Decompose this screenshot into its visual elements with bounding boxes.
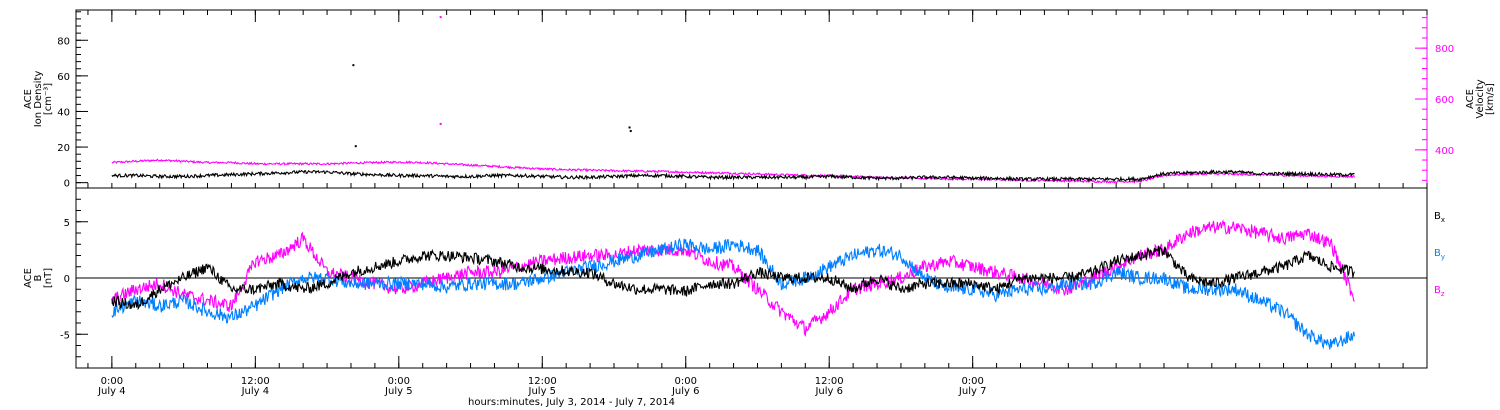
x-tick-time: 12:00 [241, 376, 270, 387]
x-tick-date: July 6 [671, 386, 700, 397]
y-axis-label-line: B [33, 274, 44, 281]
x-tick-date: July 5 [384, 386, 413, 397]
y-tick-label: 40 [57, 107, 70, 118]
top-right-y-axis: 400 600 800 [1415, 17, 1454, 181]
y-tick-label: 0 [64, 274, 70, 285]
y-tick-label: 80 [57, 36, 70, 47]
bz-series-line [111, 218, 1355, 338]
density-series-line [111, 168, 1355, 183]
sparse-point [629, 130, 632, 133]
y-tick-label: 5 [64, 218, 70, 229]
x-tick-time: 0:00 [961, 376, 983, 387]
density-series [111, 168, 1355, 183]
sparse-point [628, 126, 631, 129]
y-tick-label: 800 [1435, 44, 1454, 55]
by-series-line [111, 237, 1356, 350]
top-left-y-label: ACE Ion Density [cm⁻³] [23, 71, 54, 128]
y-axis-label-line: ACE [1465, 89, 1476, 109]
sparse-point [439, 16, 442, 19]
legend-label: Bz [1434, 285, 1445, 298]
legend-bx: Bx [1434, 211, 1445, 224]
y-axis-label-line: ACE [23, 268, 34, 288]
x-tick-time: 0:00 [675, 376, 697, 387]
y-tick-label: 600 [1435, 95, 1454, 106]
velocity-series-line [111, 158, 1356, 184]
x-tick-date: July 6 [814, 386, 843, 397]
bz-series [111, 218, 1355, 338]
y-tick-label: 60 [57, 72, 70, 83]
y-axis-label-line: Velocity [1475, 79, 1486, 118]
x-axis-label: hours:minutes, July 3, 2014 - July 7, 20… [468, 397, 675, 408]
legend-by: By [1434, 248, 1445, 261]
x-tick-date: July 4 [241, 386, 270, 397]
x-tick-time: 0:00 [388, 376, 410, 387]
x-tick-time: 12:00 [528, 376, 557, 387]
y-axis-label-line: [nT] [43, 268, 54, 288]
legend-bz: Bz [1434, 285, 1445, 298]
x-tick-time: 12:00 [815, 376, 844, 387]
y-tick-label: 400 [1435, 146, 1454, 157]
x-tick-date: July 7 [958, 386, 987, 397]
x-tick-time: 0:00 [101, 376, 123, 387]
legend-label: Bx [1434, 211, 1445, 224]
sparse-point [352, 64, 355, 67]
by-series [111, 237, 1356, 350]
y-axis-label-line: [cm⁻³] [43, 83, 54, 115]
x-tick-date: July 4 [97, 386, 126, 397]
velocity-series [111, 158, 1356, 184]
y-tick-label: 0 [64, 179, 70, 190]
bottom-left-y-label: ACE B [nT] [23, 268, 54, 288]
top-left-y-axis: 0 20 40 60 80 [57, 11, 88, 190]
y-axis-label-line: ACE [23, 89, 34, 109]
y-axis-label-line: Ion Density [33, 71, 44, 128]
y-tick-label: -5 [60, 330, 70, 341]
bx-series-line [111, 245, 1355, 311]
legend-label: By [1434, 248, 1445, 261]
x-tick-date: July 5 [528, 386, 557, 397]
y-tick-label: 20 [57, 143, 70, 154]
y-axis-label-line: [km/s] [1485, 83, 1496, 115]
top-right-y-label: ACE Velocity [km/s] [1465, 79, 1496, 118]
top-panel-frame [75, 9, 1428, 189]
bx-series [111, 245, 1355, 311]
sparse-point [439, 122, 442, 125]
sparse-point [354, 145, 357, 148]
